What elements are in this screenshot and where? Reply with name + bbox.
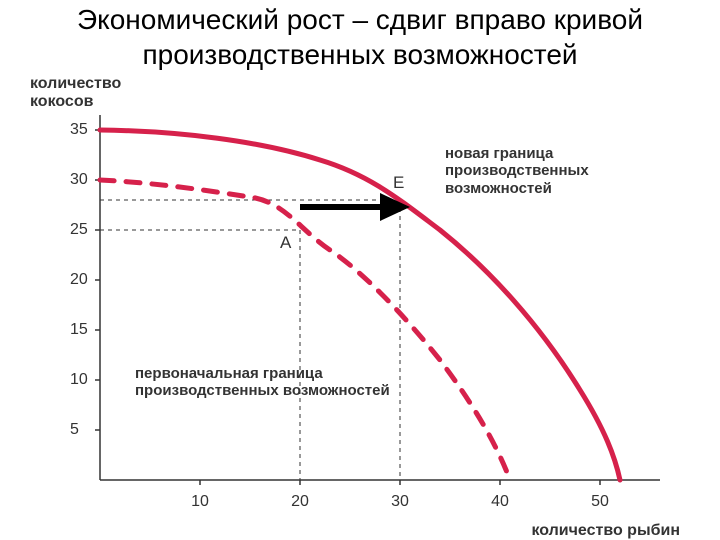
new-frontier-line-3: возможностей	[445, 180, 589, 197]
title-line-2: производственных возможностей	[0, 37, 720, 72]
page-title: Экономический рост – сдвиг вправо кривой…	[0, 0, 720, 72]
point-a-label: A	[280, 233, 291, 253]
original-frontier-curve	[100, 180, 510, 480]
new-frontier-line-1: новая граница	[445, 145, 589, 162]
original-frontier-line-1: первоначальная граница	[135, 365, 390, 382]
title-line-1: Экономический рост – сдвиг вправо кривой	[0, 2, 720, 37]
chart: количество кокосов 35 30 25 20 15 10 5 1…	[0, 75, 720, 540]
new-frontier-annotation: новая граница производственных возможнос…	[445, 145, 589, 197]
original-frontier-line-2: производственных возможностей	[135, 382, 390, 399]
new-frontier-line-2: производственных	[445, 162, 589, 179]
original-frontier-annotation: первоначальная граница производственных …	[135, 365, 390, 400]
plot-svg	[0, 75, 720, 540]
point-e-label: E	[393, 173, 404, 193]
